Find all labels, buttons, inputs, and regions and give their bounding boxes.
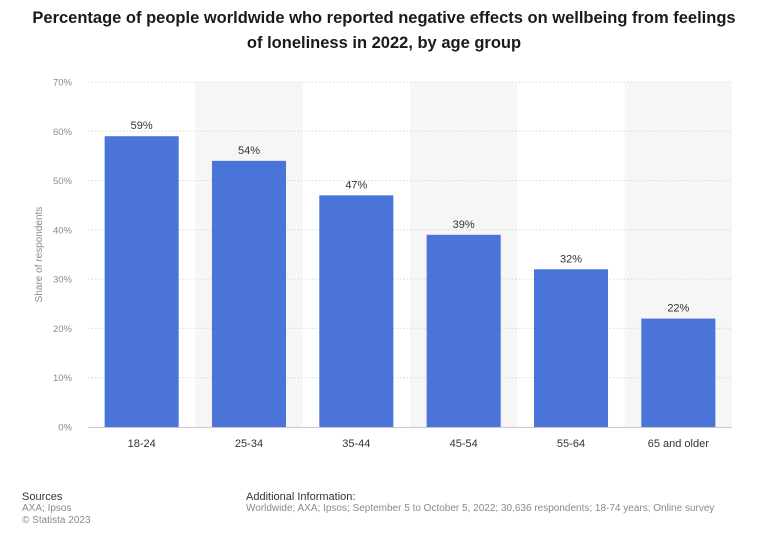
- y-axis-label: Share of respondents: [34, 207, 45, 303]
- y-tick-label: 30%: [53, 275, 73, 286]
- y-axis-ticks: 0% 10% 20% 30% 40% 50% 60% 70%: [53, 78, 73, 434]
- y-tick-label: 20%: [53, 324, 73, 335]
- x-tick-label: 55-64: [557, 438, 585, 450]
- x-axis-ticks: 18-24 25-34 35-44 45-54 55-64 65 and older: [128, 438, 710, 450]
- bar: [104, 136, 179, 427]
- y-tick-label: 50%: [53, 176, 73, 187]
- x-tick-label: 25-34: [235, 438, 263, 450]
- bar-chart: 0% 10% 20% 30% 40% 50% 60% 70% 59% 54% 47% 39% 32% 2…: [34, 78, 732, 450]
- value-label: 54%: [238, 145, 260, 157]
- x-tick-label: 65 and older: [648, 438, 709, 450]
- gridlines: [88, 81, 732, 379]
- x-tick-label: 18-24: [128, 438, 156, 450]
- bar: [319, 195, 394, 427]
- bars: [104, 136, 716, 427]
- value-label: 22%: [667, 303, 689, 315]
- sources-line-1: AXA; Ipsos: [22, 503, 72, 514]
- value-label: 32%: [560, 253, 582, 265]
- value-label: 59%: [131, 120, 153, 132]
- additional-information-text: Worldwide; AXA; Ipsos; September 5 to Oc…: [246, 503, 715, 514]
- value-label: 39%: [453, 219, 475, 231]
- sources-heading: Sources: [22, 491, 63, 503]
- y-tick-label: 0%: [58, 423, 72, 434]
- y-tick-label: 70%: [53, 78, 73, 89]
- bar: [641, 318, 716, 427]
- value-labels: 59% 54% 47% 39% 32% 22%: [131, 120, 690, 314]
- sources-line-2: © Statista 2023: [22, 515, 91, 526]
- x-tick-label: 35-44: [342, 438, 370, 450]
- sources-block: Sources AXA; Ipsos © Statista 2023: [22, 491, 91, 527]
- y-tick-label: 40%: [53, 225, 73, 236]
- bar: [211, 160, 287, 427]
- additional-information-block: Additional Information: Worldwide; AXA; …: [246, 491, 714, 515]
- value-label: 47%: [345, 179, 367, 191]
- x-tick-label: 45-54: [450, 438, 478, 450]
- bar: [533, 269, 609, 427]
- chart-title: Percentage of people worldwide who repor…: [32, 9, 736, 52]
- y-tick-label: 60%: [53, 127, 73, 138]
- additional-information-heading: Additional Information:: [246, 491, 356, 503]
- bar: [426, 234, 501, 427]
- y-tick-label: 10%: [53, 373, 73, 384]
